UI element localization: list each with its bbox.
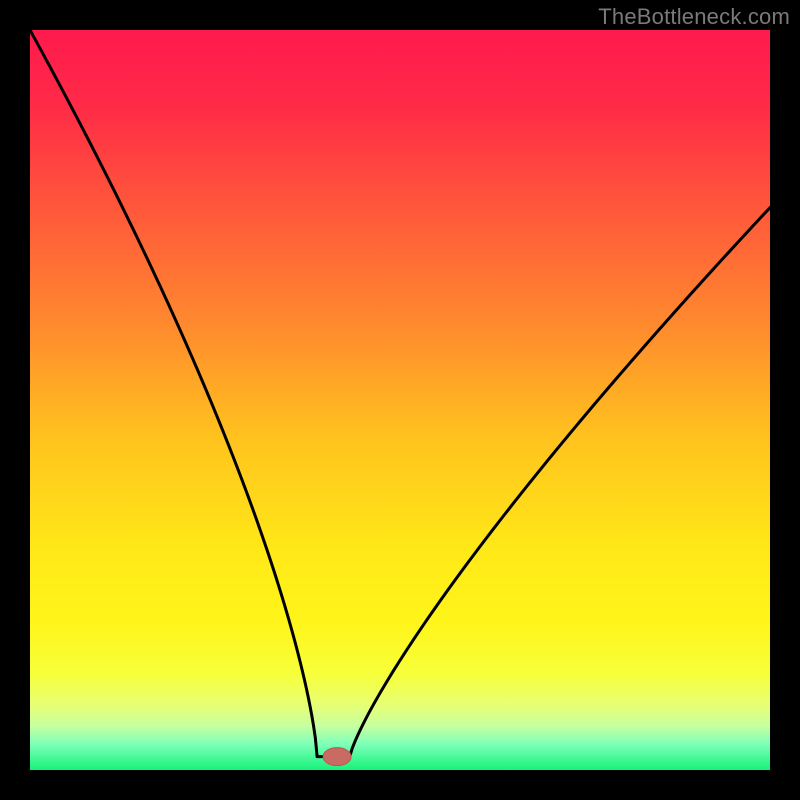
chart-frame: TheBottleneck.com [0, 0, 800, 800]
bottleneck-chart [0, 0, 800, 800]
watermark-text: TheBottleneck.com [598, 4, 790, 30]
optimal-marker [323, 748, 351, 766]
